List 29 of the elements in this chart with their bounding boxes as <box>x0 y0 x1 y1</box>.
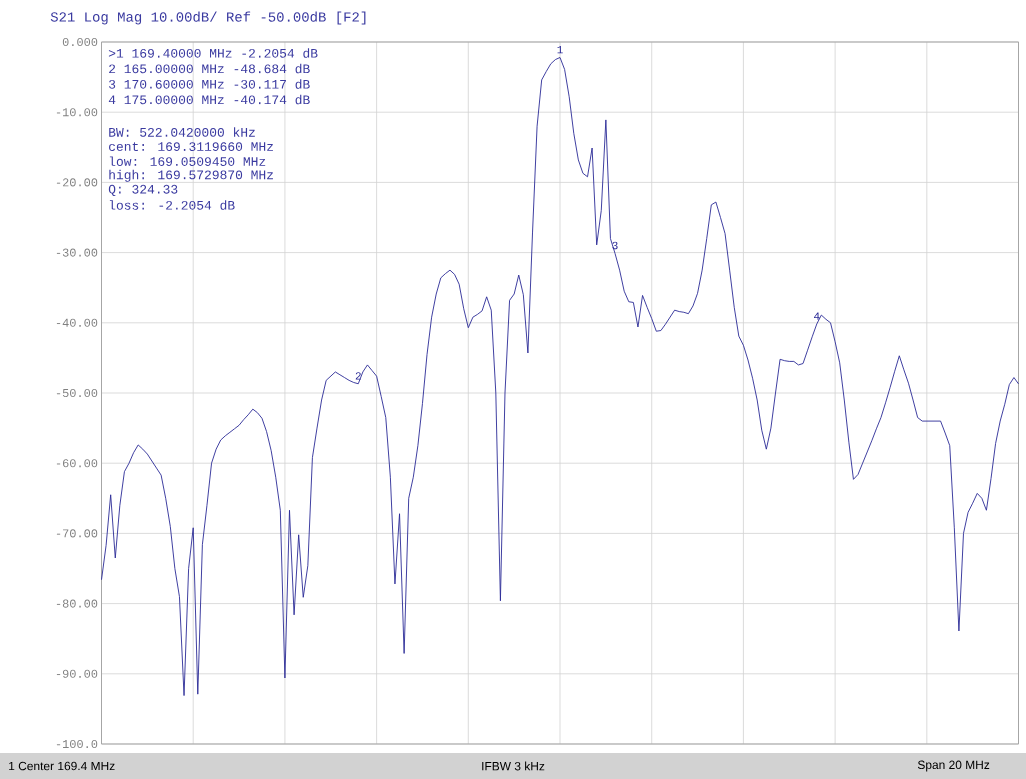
annotation: 2 165.00000 MHz -48.684 dB <box>109 63 310 74</box>
annotation: >1 169.40000 MHz -2.2054 dB <box>108 48 318 58</box>
y-tick-label: -90.00 <box>56 669 98 678</box>
y-tick-label: -30.00 <box>56 248 98 257</box>
annotation: 1 <box>557 46 563 54</box>
text: Span 20 MHz <box>917 760 990 772</box>
y-tick-label: -40.00 <box>56 318 98 327</box>
annotation: Q: 324.33 <box>108 184 178 196</box>
text: IFBW 3 kHz <box>482 761 545 771</box>
annotation: BW: 522.0420000 kHz <box>109 127 255 137</box>
y-tick-label: 0.000 <box>62 37 98 47</box>
annotation: low: 169.0509450 MHz <box>109 156 266 166</box>
y-tick-label: -20.00 <box>56 178 98 187</box>
annotation: 3 <box>612 241 618 250</box>
annotation: cent: 169.3119660 MHz <box>109 142 273 151</box>
text: 1 Center 169.4 MHz <box>9 761 115 771</box>
annotation: 2 <box>355 372 361 380</box>
y-tick-label: -60.00 <box>56 459 98 468</box>
annotation: 3 170.60000 MHz -30.117 dB <box>109 79 310 89</box>
y-tick-label: -70.00 <box>56 529 98 538</box>
annotation: loss: -2.2054 dB <box>109 200 235 210</box>
y-tick-label: -80.00 <box>56 599 98 608</box>
annotation: 4 175.00000 MHz -40.174 dB <box>108 94 310 105</box>
annotation: high: 169.5729870 MHz <box>109 169 273 182</box>
annotation: 4 <box>814 312 820 320</box>
y-tick-label: -50.00 <box>56 388 98 398</box>
chart-title: S21 Log Mag 10.00dB/ Ref -50.00dB [F2] <box>50 11 366 25</box>
y-tick-label: -10.00 <box>56 108 98 117</box>
y-tick-label: -100.0 <box>56 739 98 749</box>
